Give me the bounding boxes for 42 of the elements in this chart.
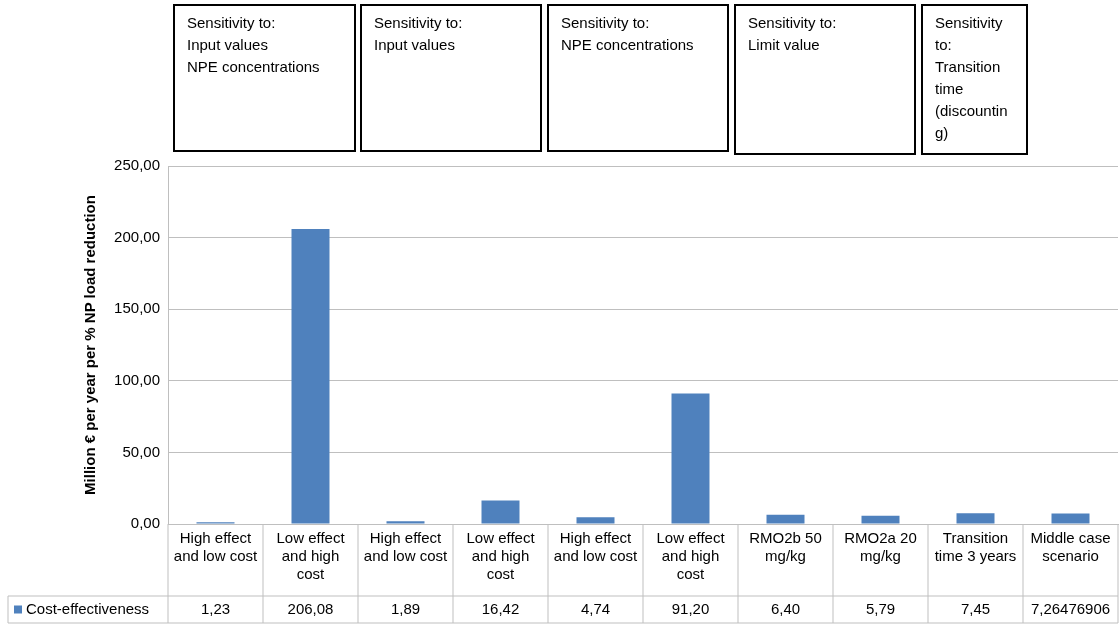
bar (481, 500, 520, 524)
data-label: 16,42 (481, 599, 520, 617)
text: Sensitivity to: Input values (360, 4, 542, 152)
x-tick-label: Low effect and high cost (466, 529, 536, 583)
bar (956, 513, 995, 524)
y-tick-label: 0,00 (130, 514, 160, 532)
text: Sensitivity to: Transition time (discounting) (921, 4, 1028, 155)
text: Sensitivity to: Limit value (734, 4, 916, 155)
bar (386, 521, 425, 524)
data-label: 1,23 (200, 599, 231, 617)
data-label: 4,74 (580, 599, 611, 617)
x-tick-label: High effect and low cost (173, 529, 259, 565)
y-tick-label: 200,00 (114, 227, 160, 245)
bar (861, 515, 900, 524)
x-tick-label: RMO2a 20 mg/kg (844, 529, 917, 565)
bar (766, 514, 805, 524)
bar (291, 228, 330, 524)
x-tick-label: High effect and low cost (363, 529, 449, 565)
text: Sensitivity to: NPE concentrations (547, 4, 729, 152)
data-label: 7,45 (960, 599, 991, 617)
data-label: 206,08 (287, 599, 334, 617)
y-tick-label: 250,00 (114, 156, 160, 174)
data-label: 6,40 (770, 599, 801, 617)
y-axis-title: Million € per year per % NP load reduction (81, 195, 99, 495)
y-tick-label: 100,00 (114, 370, 160, 388)
data-label: 91,20 (671, 599, 710, 617)
y-tick-label: 150,00 (114, 299, 160, 317)
bar (576, 517, 615, 524)
bar (1051, 513, 1090, 524)
x-tick-label: RMO2b 50 mg/kg (749, 529, 822, 565)
text: Sensitivity to: Input values NPE concentrations (173, 4, 356, 152)
y-tick-label: 50,00 (122, 442, 160, 460)
x-tick-label: High effect and low cost (553, 529, 639, 565)
legend-label: Cost-effectiveness (26, 599, 150, 617)
data-label: 5,79 (865, 599, 896, 617)
x-tick-label: Transition time 3 years (934, 529, 1017, 565)
data-label: 1,89 (390, 599, 421, 617)
x-tick-label: Middle case scenario (1030, 529, 1111, 565)
data-label: 7,26476906 (1030, 599, 1111, 617)
bar (671, 393, 710, 524)
x-tick-label: Low effect and high cost (276, 529, 346, 583)
x-tick-label: Low effect and high cost (656, 529, 726, 583)
